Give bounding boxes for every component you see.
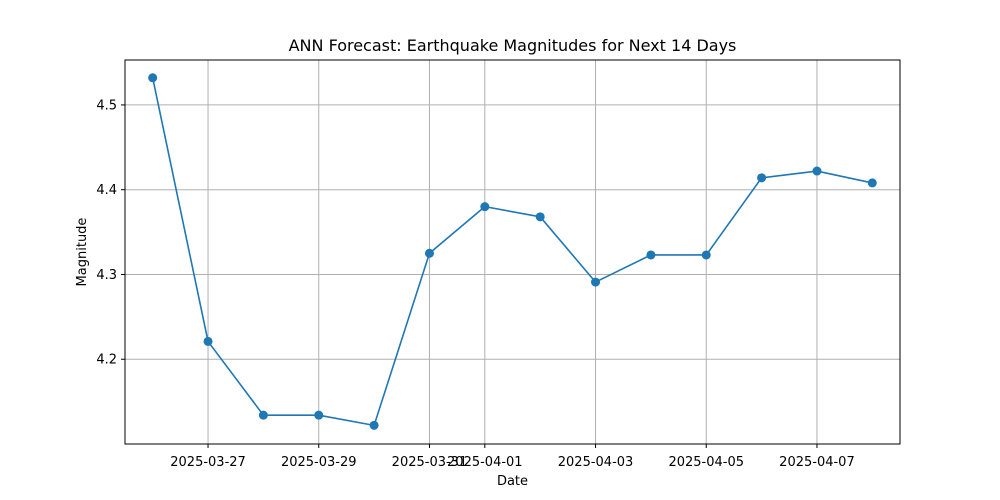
data-point xyxy=(203,336,213,346)
chart-title: ANN Forecast: Earthquake Magnitudes for … xyxy=(289,36,737,55)
data-point xyxy=(535,212,545,222)
data-point xyxy=(480,202,490,212)
x-tick-label: 2025-04-07 xyxy=(779,455,855,470)
data-point xyxy=(867,178,877,188)
x-tick-label: 2025-03-29 xyxy=(281,455,357,470)
data-point xyxy=(812,166,822,176)
x-tick-label: 2025-04-01 xyxy=(447,455,523,470)
data-point xyxy=(646,250,656,260)
axis-ticks: 2025-03-27 2025-03-29 2025-03-312025-04-01… xyxy=(96,98,854,470)
x-tick-label: 2025-03-31 xyxy=(392,455,468,470)
data-point xyxy=(148,73,158,83)
y-tick-label: 4.4 xyxy=(96,183,117,198)
y-tick-label: 4.2 xyxy=(96,353,117,368)
data-point xyxy=(258,410,268,420)
data-point xyxy=(757,173,767,183)
data-point xyxy=(424,248,434,258)
x-tick-label: 2025-03-27 xyxy=(170,455,246,470)
data-point xyxy=(591,277,601,287)
data-series xyxy=(148,73,877,430)
series-line xyxy=(151,77,873,427)
y-axis-label: Magnitude xyxy=(75,218,90,287)
data-point xyxy=(369,420,379,430)
x-tick-label: 2025-04-05 xyxy=(668,455,744,470)
data-point xyxy=(314,410,324,420)
x-tick-label: 2025-04-03 xyxy=(558,455,634,470)
data-point xyxy=(701,250,711,260)
y-tick-label: 4.5 xyxy=(96,98,117,113)
y-tick-label: 4.3 xyxy=(96,268,117,283)
plot-frame xyxy=(124,59,901,445)
x-axis-label: Date xyxy=(497,474,528,489)
